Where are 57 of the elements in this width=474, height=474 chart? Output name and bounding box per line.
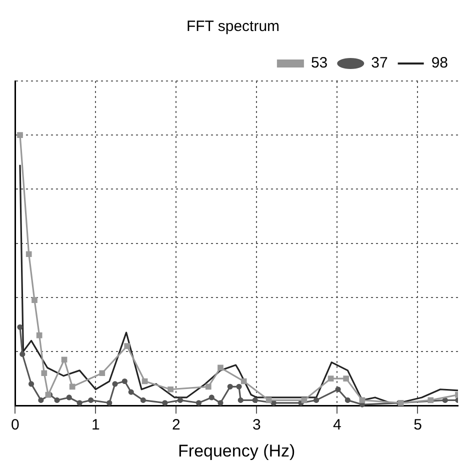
x-tick-label: 2 (172, 416, 180, 434)
point (36, 332, 42, 338)
point (168, 386, 174, 392)
x-tick-label: 3 (252, 416, 261, 434)
point (177, 397, 184, 403)
x-tick-label: 1 (92, 416, 100, 434)
point (227, 384, 233, 390)
x-axis-title: Frequency (Hz) (178, 441, 296, 460)
point (112, 381, 118, 387)
x-tick-label: 0 (11, 416, 20, 434)
point (238, 397, 244, 403)
point (41, 370, 48, 376)
legend-label: 98 (431, 54, 448, 72)
point (54, 397, 60, 403)
x-tick-label: 4 (333, 416, 342, 434)
point (266, 397, 272, 404)
x-tick-label: 5 (414, 416, 422, 434)
point (20, 351, 26, 358)
point (76, 400, 82, 406)
point (442, 397, 448, 403)
point (313, 397, 320, 403)
point (218, 400, 224, 406)
chart-title: FFT spectrum (186, 18, 280, 36)
point (17, 324, 23, 330)
point (208, 394, 214, 400)
point (252, 397, 258, 403)
point (301, 397, 308, 404)
point (99, 370, 106, 376)
point (88, 397, 94, 403)
point (32, 297, 38, 304)
point (328, 376, 334, 382)
legend-label: 53 (310, 54, 328, 72)
point (128, 389, 134, 395)
point (240, 378, 247, 384)
point (106, 400, 112, 406)
point (344, 397, 350, 403)
point (61, 356, 68, 363)
point (142, 378, 148, 384)
point (69, 384, 76, 390)
point (335, 386, 341, 392)
point (66, 394, 72, 400)
legend-label: 37 (371, 54, 388, 72)
point (343, 376, 350, 382)
point (38, 397, 44, 403)
point (162, 400, 168, 406)
point (124, 343, 130, 350)
point (140, 397, 146, 403)
point (428, 397, 434, 404)
point (122, 378, 128, 384)
point (17, 132, 23, 138)
point (218, 364, 224, 371)
point (28, 381, 34, 387)
point (196, 400, 202, 406)
point (236, 384, 242, 390)
point (205, 384, 212, 390)
point (359, 397, 366, 404)
point (26, 251, 32, 258)
